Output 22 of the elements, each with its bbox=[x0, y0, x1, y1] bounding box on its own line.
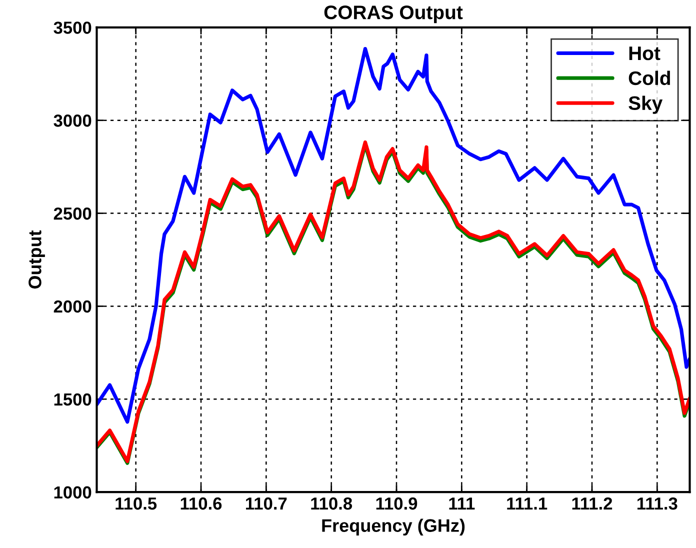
x-axis-title: Frequency (GHz) bbox=[322, 518, 465, 536]
y-tick-label: 1000 bbox=[54, 486, 92, 499]
chart-title: CORAS Output bbox=[324, 5, 463, 24]
y-tick-label: 3500 bbox=[54, 22, 92, 34]
x-tick-label: 110.9 bbox=[376, 497, 418, 510]
x-tick-label: 110.7 bbox=[246, 497, 287, 510]
y-tick-label: 2000 bbox=[54, 300, 92, 313]
y-tick-label: 1500 bbox=[54, 393, 92, 406]
line-series bbox=[96, 46, 690, 424]
y-axis-title: Output bbox=[28, 230, 45, 289]
y-tick-label: 2500 bbox=[54, 207, 92, 220]
x-tick-label: 110.5 bbox=[116, 497, 157, 510]
legend-label: Hot bbox=[629, 46, 660, 60]
y-tick-label: 3000 bbox=[54, 114, 92, 127]
x-tick-label: 111.3 bbox=[637, 497, 678, 510]
x-tick-label: 111 bbox=[449, 498, 475, 510]
legend-label: Cold bbox=[628, 70, 670, 86]
x-tick-label: 110.6 bbox=[180, 497, 222, 510]
x-tick-label: 111.2 bbox=[572, 497, 612, 510]
x-tick-label: 111.1 bbox=[507, 498, 548, 510]
x-tick-label: 110.8 bbox=[311, 497, 352, 510]
legend-label: Sky bbox=[628, 96, 663, 114]
